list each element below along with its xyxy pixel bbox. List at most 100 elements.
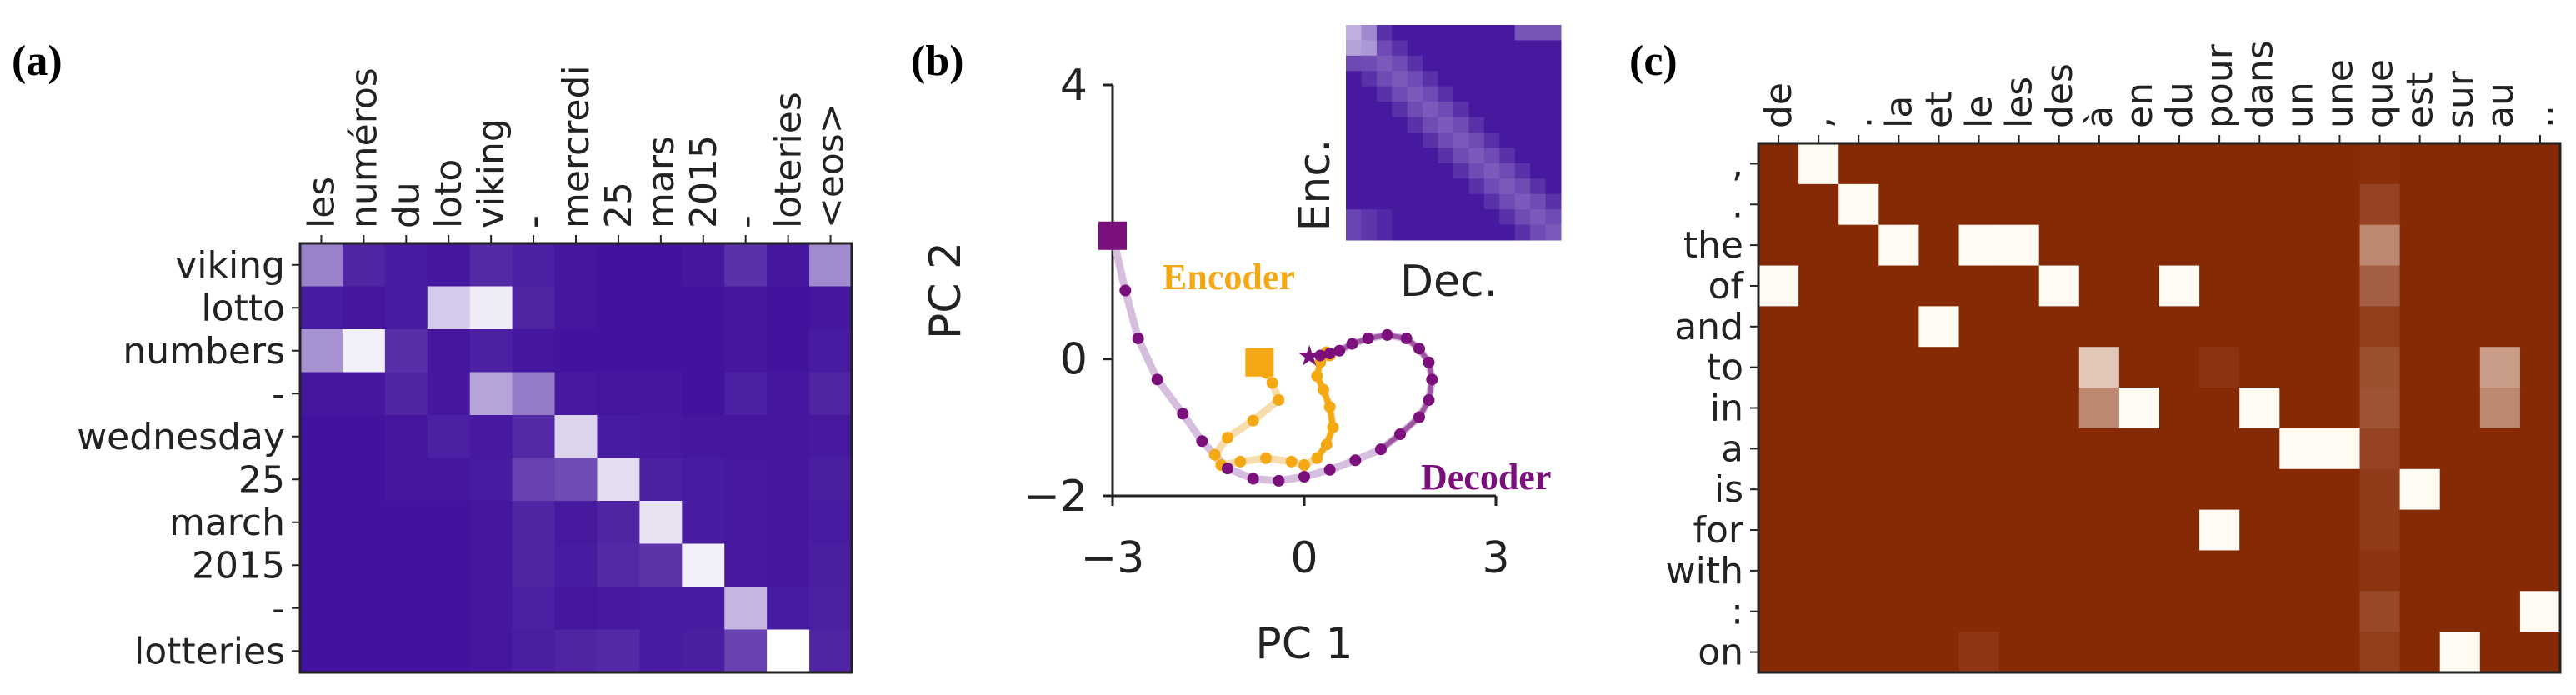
inset-cell [1514,25,1531,41]
heatmap-c-cell [2199,591,2240,632]
inset-cell [1423,55,1439,72]
heatmap-a-cell [554,501,598,545]
heatmap-a-cell [469,501,513,545]
heatmap-c-cell [1998,183,2040,226]
heatmap-a-cell [597,286,640,330]
inset-cell [1376,132,1393,148]
heatmap-a-cell [809,286,853,330]
inset-cell [1468,102,1485,118]
inset-cell [1407,71,1423,88]
decoder-point [1323,463,1336,476]
heatmap-a-cell [427,372,471,416]
heatmap-c-cell [1798,388,1839,429]
heatmap-c-cell [2279,347,2320,388]
heatmap-a-cell [469,415,513,459]
decoder-point [1314,349,1327,362]
heatmap-a-cell [724,587,768,631]
inset-cell [1453,209,1469,226]
heatmap-a-cell [427,286,471,330]
inset-cell [1499,40,1516,57]
heatmap-c-cell [2479,224,2521,267]
heatmap-a-cell [809,587,853,631]
heatmap-a-x-tick-label: les [300,177,343,228]
heatmap-c-cell [2319,428,2361,470]
heatmap-c-x-tick-label: que [2359,59,2402,128]
heatmap-a-cell [427,629,471,673]
inset-cell [1438,148,1454,164]
y-tick-label: 0 [1060,335,1088,385]
inset-cell [1407,132,1423,148]
heatmap-c-cell [2279,632,2320,673]
heatmap-a-cell [639,243,683,288]
heatmap-a-cell [384,372,428,416]
inset-cell [1346,148,1362,164]
heatmap-c-cell [2279,224,2320,267]
heatmap-c-cell [2359,591,2401,632]
heatmap-c-x-tick-label: un [2278,82,2321,128]
heatmap-c-cell [2359,183,2401,226]
heatmap-a-cell [724,629,768,673]
heatmap-c-cell [2279,468,2320,511]
heatmap-a-cell [300,286,343,330]
heatmap-c-cell [2519,183,2561,226]
inset-cell [1453,148,1469,164]
inset-cell [1483,178,1500,195]
heatmap-c-x-tick-label: pour [2198,43,2241,128]
heatmap-c-cell [2078,224,2120,267]
decoder-point [1119,284,1132,297]
inset-cell [1438,132,1454,148]
inset-cell [1453,25,1469,41]
heatmap-c-x-tick-label: , [1798,117,1840,128]
inset-cell [1361,25,1378,41]
heatmap-c-cell [2359,388,2401,429]
heatmap-a-y-tick-label: numbers [123,330,285,372]
heatmap-c-cell [2279,265,2320,307]
inset-cell [1407,224,1423,241]
heatmap-a-cell [384,458,428,502]
inset-cell [1361,117,1378,133]
encoder-point [1311,452,1323,464]
heatmap-a-cell [300,243,343,288]
heatmap-c-cell [2038,509,2080,552]
heatmap-c-cell [1878,347,1919,388]
heatmap-a-cell [809,329,853,373]
heatmap-c-cell [2479,428,2521,470]
heatmap-c-cell [2439,306,2481,348]
heatmap-c-cell [1918,388,1960,429]
inset-cell [1514,117,1531,133]
heatmap-c-cell [1878,632,1919,673]
heatmap-a-cell [342,629,386,673]
heatmap-c-y-tick-label: . [1732,183,1743,226]
inset-cell [1499,102,1516,118]
heatmap-a-cell [639,587,683,631]
heatmap-c-cell [2479,306,2521,348]
heatmap-c-cell [2239,183,2280,226]
heatmap-a-cell [384,629,428,673]
heatmap-a-cell [724,372,768,416]
heatmap-c-cell [2439,468,2481,511]
heatmap-a-cell [512,415,556,459]
heatmap-a-cell [682,458,725,502]
heatmap-c-cell [2479,509,2521,552]
heatmap-a-x-tick-label: - [513,215,555,228]
inset-cell [1499,209,1516,226]
heatmap-a-cell [809,501,853,545]
inset-cell [1361,148,1378,164]
heatmap-a-cell [384,587,428,631]
heatmap-a-cell [809,415,853,459]
inset-cell [1376,71,1393,88]
heatmap-c-cell [1998,509,2040,552]
heatmap-c-cell [2479,550,2521,592]
heatmap-c-cell [1918,306,1960,348]
inset-cell [1468,40,1485,57]
heatmap-c-cell [1838,347,1879,388]
inset-cell [1346,132,1362,148]
enc-short-label: Enc. [1290,139,1340,232]
heatmap-a-cell [554,587,598,631]
inset-cell [1468,209,1485,226]
inset-cell [1453,71,1469,88]
inset-cell [1346,162,1362,179]
heatmap-c-cell [1918,183,1960,226]
inset-cell [1545,224,1562,241]
inset-cell [1483,132,1500,148]
